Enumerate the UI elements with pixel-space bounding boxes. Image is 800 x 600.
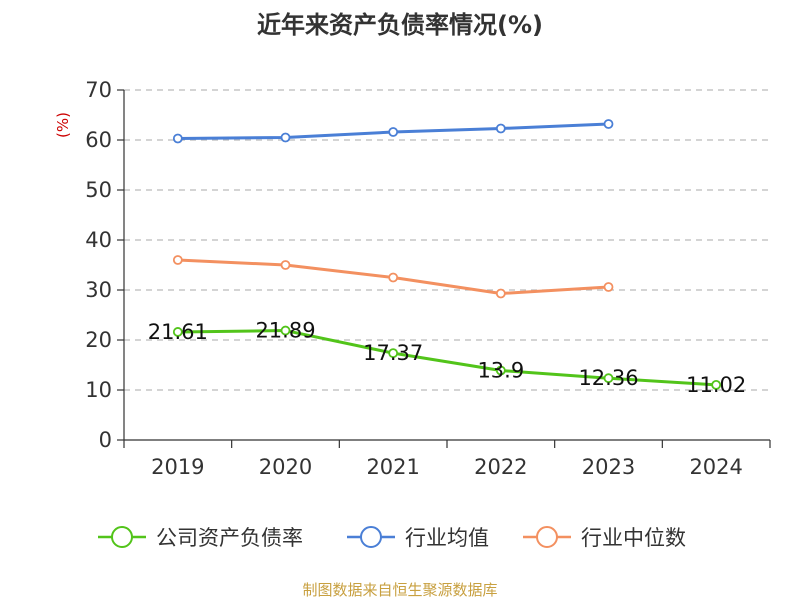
data-point[interactable]	[172, 255, 183, 265]
data-label: 13.9	[477, 359, 524, 383]
y-tick-label: 50	[85, 178, 112, 202]
legend-marker-icon	[360, 526, 382, 548]
data-point[interactable]	[388, 127, 399, 137]
x-tick-label: 2022	[474, 455, 527, 479]
y-axis-label: (%)	[54, 112, 72, 138]
grid	[124, 89, 770, 391]
series-line	[177, 329, 717, 387]
y-tick-label: 30	[85, 278, 112, 302]
y-tick-label: 40	[85, 228, 112, 252]
data-point[interactable]	[495, 288, 506, 299]
source-note: 制图数据来自恒生聚源数据库	[302, 581, 497, 599]
x-tick-label: 2021	[366, 455, 419, 479]
chart-title: 近年来资产负债率情况(%)	[257, 11, 543, 39]
data-point[interactable]	[603, 282, 614, 292]
data-labels: 21.61 21.89 17.37 13.9 12.36 11.02	[148, 319, 746, 397]
legend-item[interactable]: 公司资产负债率	[98, 526, 303, 550]
data-point[interactable]	[603, 373, 614, 384]
x-tick-label: 2024	[689, 455, 742, 479]
data-point[interactable]	[172, 327, 183, 337]
data-point[interactable]	[711, 379, 722, 390]
data-point[interactable]	[388, 272, 399, 283]
legend-item[interactable]: 行业均值	[347, 526, 489, 550]
data-label: 21.61	[148, 320, 208, 344]
x-tick-label: 2020	[259, 455, 312, 479]
x-tick-label: 2019	[151, 455, 204, 479]
data-point[interactable]	[495, 123, 506, 134]
legend-item[interactable]: 行业中位数	[523, 526, 686, 550]
y-tick-label: 20	[85, 328, 112, 352]
y-tick-label: 0	[99, 428, 112, 452]
legend-marker-icon	[111, 526, 133, 548]
legend-marker-icon	[536, 526, 558, 548]
series	[172, 119, 722, 390]
legend[interactable]: 公司资产负债率 行业均值 行业中位数	[98, 526, 686, 550]
legend-label: 公司资产负债率	[156, 526, 303, 550]
y-tick-label: 60	[85, 128, 112, 152]
data-point[interactable]	[495, 365, 506, 376]
legend-label: 行业中位数	[581, 526, 686, 550]
data-point[interactable]	[280, 260, 291, 270]
data-point[interactable]	[280, 132, 291, 143]
axes: 0 10 20 30 40 50 60 70 2019 2020 2021 2022 2023 2024	[85, 78, 771, 479]
legend-label: 行业均值	[405, 526, 489, 550]
y-tick-label: 70	[85, 78, 112, 102]
data-label: 12.36	[578, 366, 638, 390]
data-label: 17.37	[363, 341, 423, 365]
data-label: 11.02	[686, 373, 746, 397]
data-point[interactable]	[388, 348, 399, 359]
x-tick-label: 2023	[582, 455, 635, 479]
data-label: 21.89	[255, 319, 315, 343]
y-tick-label: 10	[85, 378, 112, 402]
data-point[interactable]	[603, 119, 614, 129]
data-point[interactable]	[172, 133, 183, 144]
data-point[interactable]	[280, 325, 291, 336]
